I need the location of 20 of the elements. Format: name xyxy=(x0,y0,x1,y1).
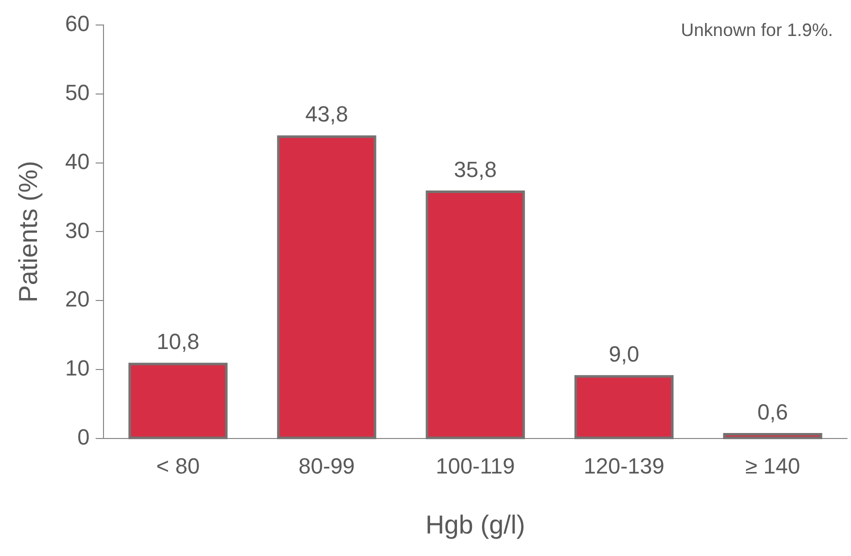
y-axis-title: Patients (%) xyxy=(12,160,43,303)
data-label: 9,0 xyxy=(608,341,640,366)
y-tick-label: 10 xyxy=(65,356,90,381)
x-tick-label: 80-99 xyxy=(298,454,355,479)
annotation: Unknown for 1.9%. xyxy=(680,20,833,40)
y-tick-label: 40 xyxy=(65,148,90,174)
y-tick-label: 50 xyxy=(65,80,90,105)
x-tick-label: < 80 xyxy=(156,454,200,479)
x-tick-label: 100-119 xyxy=(436,454,515,479)
data-label: 35,8 xyxy=(454,156,497,182)
x-axis-title: Hgb (g/l) xyxy=(425,510,526,540)
y-tick-label: 30 xyxy=(65,218,90,243)
data-label: 43,8 xyxy=(305,102,348,127)
data-label: 0,6 xyxy=(757,399,788,424)
x-tick-label: 120-139 xyxy=(584,454,664,479)
y-tick-label: 0 xyxy=(77,424,90,450)
y-tick-label: 20 xyxy=(65,286,90,312)
x-tick-label: ≥ 140 xyxy=(745,454,800,479)
y-tick-label: 60 xyxy=(65,11,90,36)
data-label: 10,8 xyxy=(156,329,200,354)
